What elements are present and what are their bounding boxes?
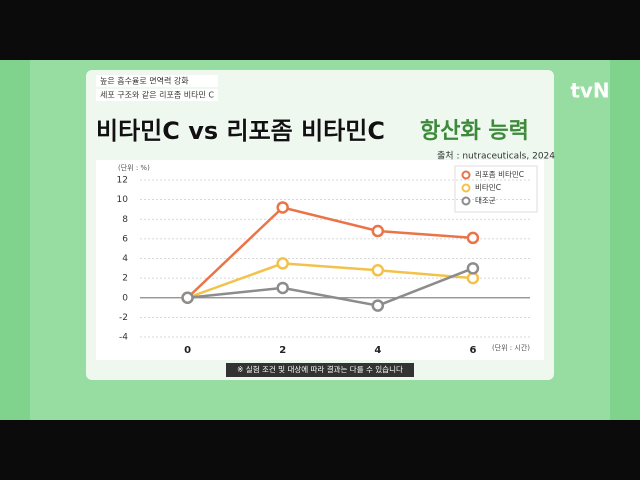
y-tick-label: 4 — [122, 254, 128, 264]
y-tick-label: 8 — [122, 215, 128, 225]
point — [371, 224, 385, 238]
footnote-box — [226, 363, 414, 377]
series-line — [186, 206, 474, 299]
y-tick-label: -2 — [119, 313, 128, 323]
x-tick-label: 4 — [374, 345, 381, 356]
x-tick-label: 6 — [469, 345, 476, 356]
x-tick-label: 0 — [184, 345, 191, 356]
point — [181, 291, 194, 304]
point — [276, 201, 289, 214]
legend-marker — [461, 170, 471, 180]
letterbox-top — [0, 0, 640, 60]
point — [466, 271, 480, 285]
y-axis-label: (단위 : %) — [118, 163, 150, 172]
point — [466, 231, 480, 245]
legend-label: 리포좀 비타민C — [475, 169, 524, 179]
series-line — [187, 262, 474, 299]
legend-marker — [461, 183, 471, 193]
y-tick-label: 6 — [122, 234, 128, 244]
legend-marker — [461, 196, 471, 206]
legend-label: 비타민C — [475, 182, 501, 192]
tag-box — [96, 89, 218, 101]
x-tick-label: 2 — [279, 345, 286, 356]
point — [371, 264, 385, 277]
tag: 높은 흡수율로 면역력 강화 — [100, 76, 189, 86]
source: 출처 : nutraceuticals, 2024 — [437, 150, 555, 162]
logo: tvN — [570, 79, 609, 103]
chart-title-highlight: 항산화 능력 — [420, 119, 529, 144]
point — [276, 281, 289, 295]
y-tick-label: -4 — [119, 333, 128, 343]
point — [466, 262, 480, 275]
y-tick-label: 10 — [117, 195, 129, 205]
letterbox-bottom — [0, 420, 640, 480]
x-axis-label: (단위 : 시간) — [492, 343, 530, 352]
chart-title: 비타민C vs 리포좀 비타민C — [96, 117, 385, 145]
legend-label: 대조군 — [475, 196, 496, 205]
tag: 세포 구조와 같은 리포좀 비타민 C — [100, 90, 214, 100]
point — [276, 257, 289, 270]
point — [371, 299, 385, 312]
y-tick-label: 2 — [122, 274, 128, 284]
y-tick-label: 12 — [117, 176, 128, 186]
footnote: ※ 실험 조건 및 대상에 따라 결과는 다를 수 있습니다 — [237, 364, 403, 374]
y-tick-label: 0 — [122, 293, 128, 303]
series-line — [187, 267, 474, 307]
tag-box — [96, 75, 218, 87]
